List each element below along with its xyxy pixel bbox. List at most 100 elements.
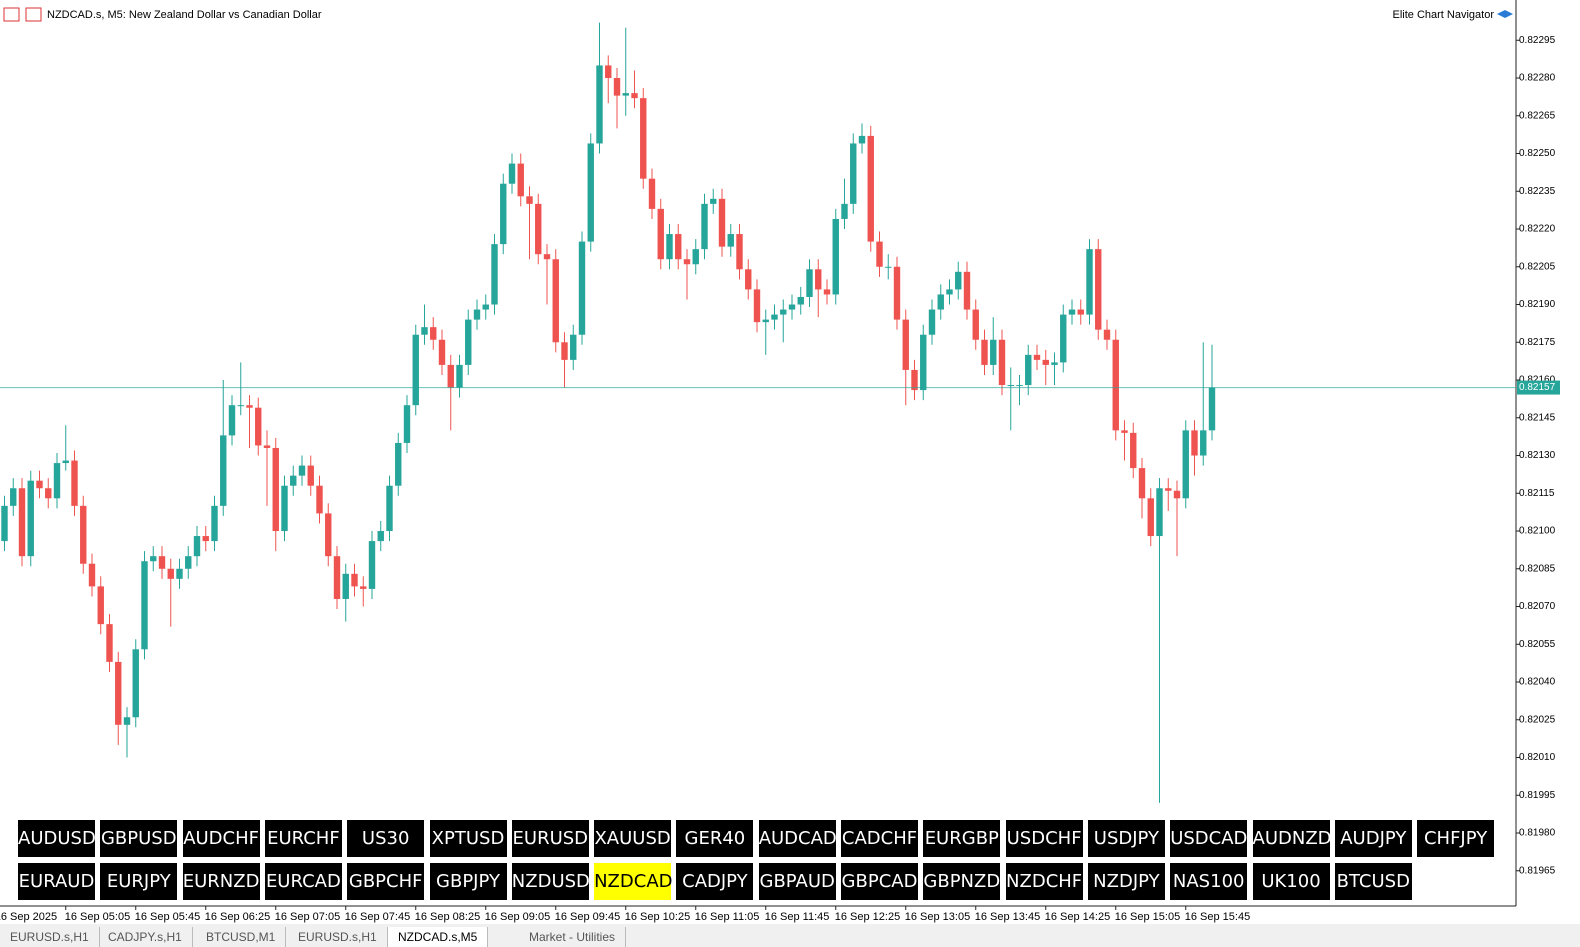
navigator-title: Elite Chart Navigator bbox=[1393, 9, 1495, 21]
plot-area bbox=[1, 22, 1216, 803]
symbol-button[interactable]: GBPNZD bbox=[923, 863, 1001, 900]
candle-body bbox=[80, 505, 87, 564]
candle-body bbox=[185, 556, 192, 569]
candle-body bbox=[508, 163, 516, 184]
x-tick-label: 16 Sep 2025 bbox=[0, 911, 57, 923]
chart-tab[interactable]: NZDCAD.s,M5 bbox=[388, 927, 489, 947]
y-tick-label: 0.82025 bbox=[1519, 714, 1556, 725]
x-tick-label: 16 Sep 05:05 bbox=[65, 911, 130, 923]
symbol-button[interactable]: EURGBP bbox=[923, 820, 1001, 857]
symbol-button[interactable]: USDJPY bbox=[1087, 820, 1165, 857]
chart-tab[interactable]: CADJPY.s,H1 bbox=[98, 927, 193, 947]
chart-tab[interactable]: Market - Utilities bbox=[495, 927, 627, 947]
symbol-button[interactable]: GER40 bbox=[676, 820, 754, 857]
symbol-button[interactable]: BTCUSD bbox=[1334, 863, 1412, 900]
symbol-button[interactable]: CADCHF bbox=[841, 820, 918, 857]
candle-body bbox=[123, 717, 131, 725]
candle-body bbox=[1208, 387, 1216, 431]
candle-body bbox=[692, 249, 699, 265]
symbol-button[interactable]: USDCAD bbox=[1170, 820, 1247, 857]
symbol-button[interactable]: NAS100 bbox=[1170, 863, 1248, 900]
y-tick-label: 0.82115 bbox=[1519, 488, 1555, 499]
y-tick-label: 0.81995 bbox=[1519, 790, 1556, 801]
candle-body bbox=[403, 405, 411, 443]
y-tick-label: 0.82175 bbox=[1519, 337, 1556, 348]
y-tick-label: 0.82130 bbox=[1519, 450, 1556, 461]
candle-body bbox=[666, 234, 673, 260]
symbol-button[interactable]: NZDJPY bbox=[1087, 863, 1165, 900]
y-tick-label: 0.82040 bbox=[1519, 677, 1556, 688]
y-tick-label: 0.82055 bbox=[1519, 639, 1556, 650]
symbol-button[interactable]: XAUUSD bbox=[594, 820, 672, 857]
symbol-button[interactable]: NZDCHF bbox=[1005, 863, 1083, 900]
candle-body bbox=[438, 339, 446, 365]
symbol-button[interactable]: AUDNZD bbox=[1252, 820, 1332, 857]
last-price-tag bbox=[1517, 380, 1560, 395]
candle-body bbox=[71, 460, 78, 506]
symbol-button[interactable]: EURJPY bbox=[100, 863, 178, 900]
symbol-button[interactable]: NZDUSD bbox=[511, 863, 590, 900]
chart-tab[interactable]: EURUSD.s,H1 bbox=[0, 927, 100, 947]
candle-body bbox=[998, 339, 1006, 386]
symbol-button[interactable]: GBPCHF bbox=[347, 863, 425, 900]
y-tick-label: 0.82160 bbox=[1519, 375, 1556, 386]
symbol-button[interactable]: GBPCAD bbox=[841, 863, 918, 900]
symbol-button[interactable]: EURCAD bbox=[264, 863, 342, 900]
symbol-button[interactable]: UK100 bbox=[1252, 863, 1330, 900]
candle-body bbox=[1156, 488, 1163, 537]
candle-body bbox=[797, 296, 804, 305]
symbol-button[interactable]: EURUSD bbox=[511, 820, 589, 857]
symbol-button[interactable]: CHFJPY bbox=[1417, 820, 1495, 857]
symbol-button[interactable]: GBPJPY bbox=[429, 863, 507, 900]
symbol-button[interactable]: XPTUSD bbox=[429, 820, 507, 857]
candle-body bbox=[753, 289, 761, 323]
symbol-button[interactable]: AUDCAD bbox=[758, 820, 837, 857]
symbol-button[interactable]: EURCHF bbox=[264, 820, 342, 857]
candle-body bbox=[263, 445, 271, 448]
candle-body bbox=[1165, 488, 1172, 491]
candle-body bbox=[780, 309, 787, 315]
symbol-button[interactable]: NZDCAD bbox=[594, 863, 673, 900]
symbol-button[interactable]: USDCHF bbox=[1005, 820, 1083, 857]
candle-body bbox=[981, 339, 988, 365]
candle-body bbox=[255, 407, 262, 446]
chart-tab[interactable]: BTCUSD,M1 bbox=[196, 927, 287, 947]
candle-body bbox=[211, 505, 218, 542]
candle-body bbox=[228, 405, 236, 436]
candle-body bbox=[45, 488, 52, 499]
symbol-button[interactable]: GBPUSD bbox=[100, 820, 178, 857]
symbol-button[interactable]: EURNZD bbox=[182, 863, 260, 900]
symbol-button[interactable]: CADJPY bbox=[676, 863, 754, 900]
candle-body bbox=[578, 241, 586, 335]
symbol-button[interactable]: AUDJPY bbox=[1334, 820, 1412, 857]
chart-tab[interactable]: EURUSD.s,H1 bbox=[288, 927, 388, 947]
candle-body bbox=[132, 649, 139, 718]
candle-body bbox=[806, 269, 813, 297]
candle-body bbox=[27, 480, 34, 557]
symbol-button[interactable]: US30 bbox=[347, 820, 425, 857]
candle-body bbox=[1103, 329, 1111, 340]
candle-body bbox=[535, 203, 542, 255]
candle-body bbox=[788, 304, 796, 310]
candle-body bbox=[395, 442, 402, 486]
candle-body bbox=[1095, 249, 1102, 330]
symbol-button[interactable]: AUDUSD bbox=[18, 820, 96, 857]
candle-body bbox=[360, 586, 367, 589]
candle-body bbox=[491, 244, 498, 305]
candle-body bbox=[517, 163, 524, 197]
symbol-button[interactable]: AUDCHF bbox=[182, 820, 260, 857]
candle-body bbox=[1033, 354, 1041, 360]
x-tick-label: 16 Sep 07:05 bbox=[275, 911, 340, 923]
candle-body bbox=[53, 463, 61, 499]
candle-body bbox=[246, 405, 253, 408]
symbol-button[interactable]: GBPAUD bbox=[758, 863, 836, 900]
candle-body bbox=[648, 178, 656, 209]
candle-body bbox=[876, 241, 883, 267]
symbol-button[interactable]: EURAUD bbox=[18, 863, 95, 900]
x-tick-label: 16 Sep 10:25 bbox=[625, 911, 690, 923]
x-tick-label: 16 Sep 07:45 bbox=[345, 911, 410, 923]
candle-body bbox=[88, 563, 96, 587]
candle-body bbox=[176, 568, 183, 579]
y-tick-label: 0.82250 bbox=[1519, 148, 1556, 159]
